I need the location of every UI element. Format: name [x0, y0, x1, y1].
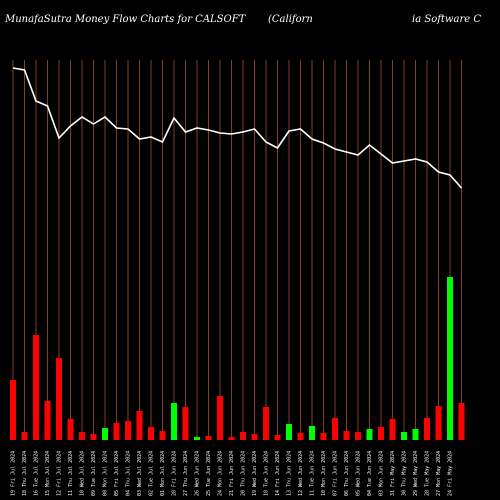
- date-label: 06 Thu Jun 2024: [344, 451, 350, 496]
- date-label: 26 Wed Jun 2024: [195, 451, 201, 496]
- date-label: 15 Mon Jul 2024: [45, 451, 51, 496]
- money-flow-bar: [297, 433, 304, 440]
- price-line-group: [12, 67, 463, 189]
- date-label: 29 Wed May 2024: [413, 451, 419, 496]
- date-label: 04 Thu Jul 2024: [126, 451, 132, 496]
- date-label: 20 Thu Jun 2024: [241, 451, 247, 496]
- money-flow-bar: [102, 428, 108, 440]
- money-flow-bar: [309, 426, 315, 440]
- money-flow-bar: [389, 419, 396, 440]
- money-flow-bar: [90, 434, 97, 440]
- money-flow-bar: [435, 406, 442, 440]
- date-label: 28 Fri Jun 2024: [172, 451, 178, 496]
- price-line: [12, 67, 463, 189]
- money-flow-bar: [401, 432, 407, 440]
- date-label: 03 Mon Jun 2024: [379, 451, 385, 496]
- date-label: 14 Fri Jun 2024: [275, 451, 281, 496]
- money-flow-bar: [125, 421, 131, 440]
- date-label: 05 Wed Jun 2024: [356, 451, 362, 496]
- date-label: 12 Fri Jul 2024: [57, 451, 63, 496]
- date-label: 28 Tue May 2024: [425, 451, 431, 496]
- date-label: 19 Wed Jun 2024: [252, 451, 258, 496]
- date-label: 24 Fri May 2024: [448, 451, 454, 496]
- money-flow-bar: [136, 411, 143, 440]
- date-label: 04 Tue Jun 2024: [367, 451, 373, 496]
- money-flow-bar: [217, 396, 223, 440]
- date-label: 12 Wed Jun 2024: [298, 451, 304, 496]
- money-flow-bar: [56, 358, 62, 440]
- money-flow-bar: [332, 418, 338, 440]
- date-label: 07 Fri Jun 2024: [333, 451, 339, 496]
- date-label: 05 Fri Jul 2024: [114, 451, 120, 496]
- money-flow-bar: [343, 431, 350, 440]
- money-flow-bar: [194, 437, 200, 440]
- date-label: 19 Fri Jul 2024: [11, 451, 17, 496]
- date-labels: 19 Fri Jul 2024 18 Thu Jul 2024 16 Tue Jul…: [11, 451, 454, 496]
- date-label: 16 Tue Jul 2024: [34, 451, 40, 496]
- money-flow-bar: [113, 423, 120, 440]
- money-flow-bar: [148, 427, 154, 440]
- money-flow-bar: [424, 418, 430, 440]
- money-flow-bar: [263, 407, 269, 440]
- chart-title: MunafaSutra Money Flow Charts for CALSOF…: [4, 14, 247, 25]
- money-flow-bar: [355, 432, 361, 440]
- money-flow-bar: [67, 419, 74, 440]
- money-flow-bar: [44, 401, 51, 440]
- date-label: 18 Thu Jul 2024: [22, 451, 28, 496]
- date-label: 31 Fri May 2024: [390, 451, 396, 496]
- date-label: 10 Wed Jul 2024: [80, 451, 86, 496]
- money-flow-bar: [274, 435, 281, 440]
- money-flow-bar: [10, 380, 16, 440]
- chart-title-company: (Californ: [268, 14, 313, 25]
- chart-title-company-suffix: ia Software C: [412, 14, 481, 25]
- date-label: 09 Tue Jul 2024: [91, 451, 97, 496]
- money-flow-bar: [33, 335, 39, 440]
- money-flow-bar: [447, 277, 453, 440]
- volume-bars: [10, 277, 465, 440]
- date-label: 30 Thu May 2024: [402, 451, 408, 496]
- date-label: 25 Tue Jun 2024: [206, 451, 212, 496]
- grid-lines: [12, 60, 462, 440]
- date-label: 24 Mon Jun 2024: [218, 451, 224, 496]
- date-label: 27 Thu Jun 2024: [183, 451, 189, 496]
- money-flow-bar: [251, 434, 258, 440]
- money-flow-bar: [286, 424, 292, 440]
- date-label: 21 Fri Jun 2024: [229, 451, 235, 496]
- date-label: 03 Wed Jul 2024: [137, 451, 143, 496]
- money-flow-bar: [228, 437, 235, 440]
- money-flow-bar: [159, 431, 166, 440]
- money-flow-bar: [171, 403, 177, 440]
- money-flow-bar: [240, 432, 246, 440]
- date-label: 27 Mon May 2024: [436, 451, 442, 496]
- date-label: 01 Mon Jul 2024: [160, 451, 166, 496]
- date-label: 13 Thu Jun 2024: [287, 451, 293, 496]
- money-flow-bar: [320, 433, 327, 440]
- money-flow-bar: [79, 432, 85, 440]
- date-label: 11 Tue Jun 2024: [310, 451, 316, 496]
- money-flow-bar: [205, 436, 212, 440]
- money-flow-bar: [378, 427, 384, 440]
- date-label: 08 Mon Jul 2024: [103, 451, 109, 496]
- money-flow-bar: [21, 432, 28, 440]
- date-label: 18 Tue Jun 2024: [264, 451, 270, 496]
- date-label: 11 Thu Jul 2024: [68, 451, 74, 496]
- money-flow-bar: [182, 407, 189, 440]
- date-label: 02 Tue Jul 2024: [149, 451, 155, 496]
- date-label: 10 Mon Jun 2024: [321, 451, 327, 496]
- money-flow-bar: [458, 403, 465, 440]
- money-flow-bar: [366, 429, 373, 440]
- money-flow-bar: [412, 429, 419, 440]
